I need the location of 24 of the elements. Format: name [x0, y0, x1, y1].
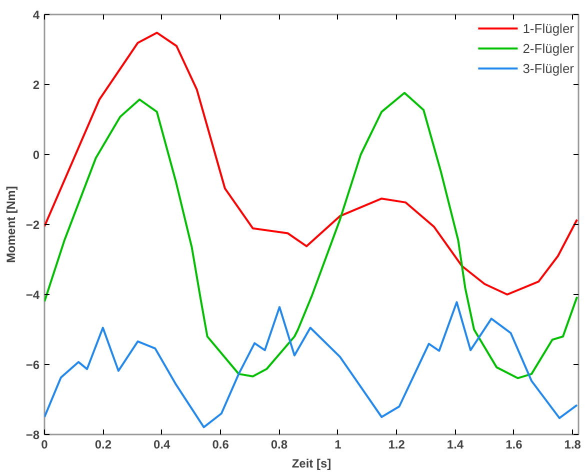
x-tick-label: 1	[334, 438, 342, 452]
y-tick-label: 4	[32, 8, 40, 22]
y-axis-title: Moment [Nm]	[4, 186, 18, 263]
legend-label: 2-Flügler	[522, 40, 574, 56]
y-tick-label: 0	[32, 148, 40, 162]
x-tick-label: 0.2	[94, 438, 112, 452]
line-series	[44, 92, 578, 380]
x-tick-label: 1.8	[564, 438, 582, 452]
line-series	[44, 301, 578, 428]
x-tick-label: 1.6	[506, 438, 523, 452]
x-tick-label: 1.2	[388, 438, 406, 452]
x-tick-label: 0.4	[154, 438, 171, 452]
x-tick-label: 0.8	[270, 438, 288, 452]
legend-label: 3-Flügler	[522, 60, 574, 76]
x-tick-label: 0	[41, 438, 48, 452]
y-tick-label: −6	[26, 358, 40, 372]
x-axis-title: Zeit [s]	[292, 456, 332, 470]
x-tick-label: 0.6	[212, 438, 230, 452]
legend-label: 1-Flügler	[522, 20, 574, 36]
y-tick-label: −4	[26, 288, 40, 302]
y-tick-label: −8	[26, 428, 40, 442]
y-tick-label: −2	[26, 218, 40, 232]
y-tick-label: 2	[32, 78, 40, 92]
x-tick-label: 1.4	[446, 438, 464, 452]
